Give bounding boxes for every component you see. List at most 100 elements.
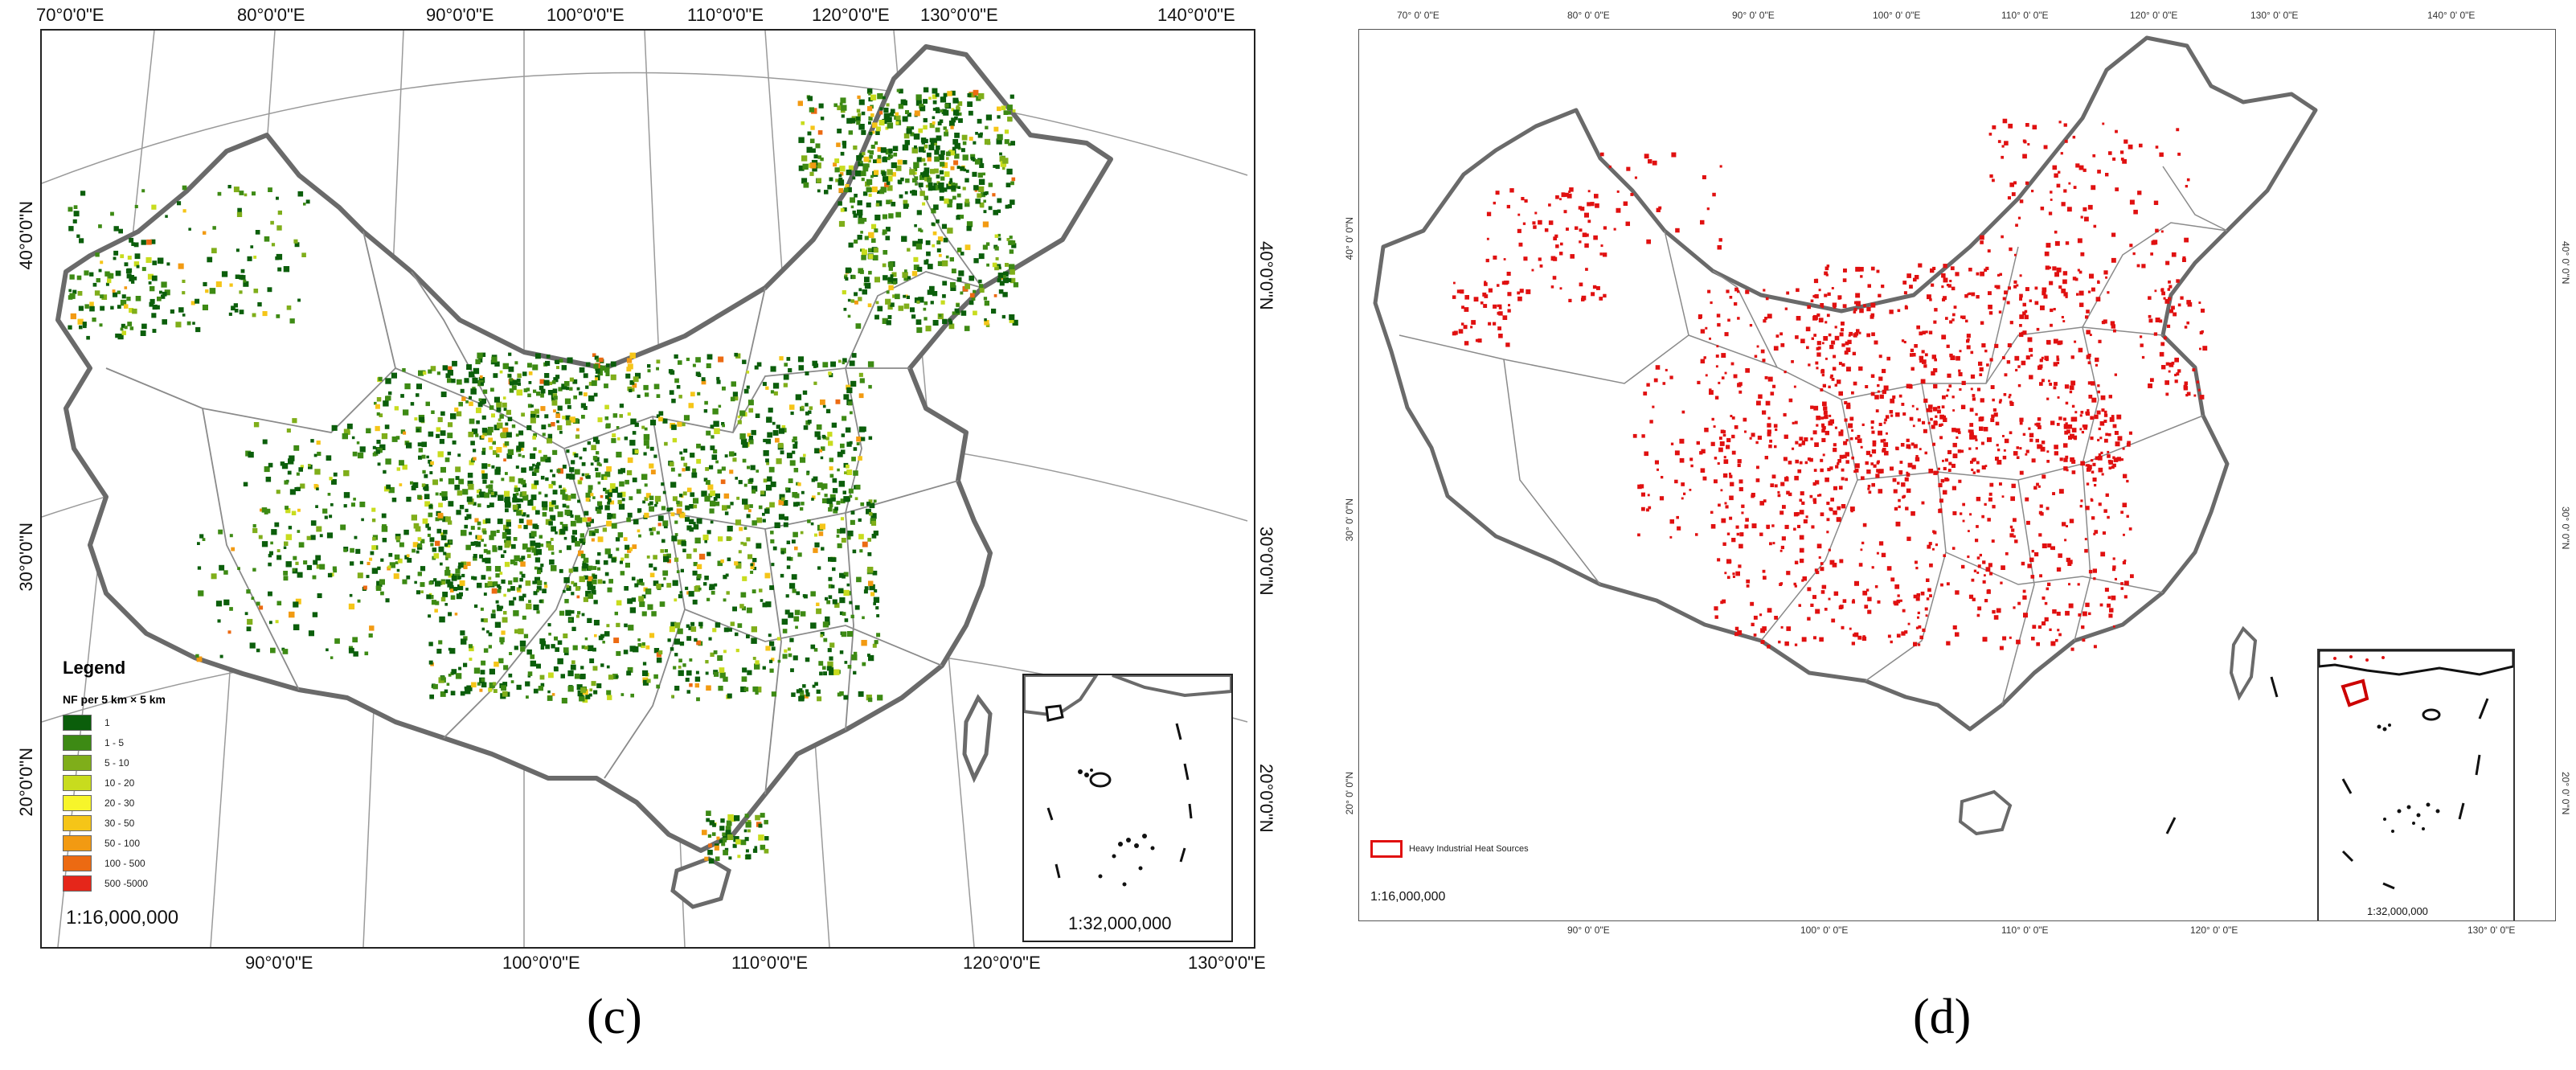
firepoint-marker (271, 529, 277, 535)
heat-source-marker (2031, 637, 2035, 641)
heat-source-marker (2099, 603, 2103, 607)
firepoint-marker (495, 573, 500, 578)
firepoint-marker (939, 170, 944, 174)
heat-source-marker (1649, 420, 1653, 424)
heat-source-marker (2063, 457, 2068, 462)
heat-source-marker (1824, 478, 1829, 482)
firepoint-marker (662, 570, 669, 576)
heat-source-marker (1814, 293, 1819, 299)
firepoint-marker (984, 318, 987, 322)
firepoint-marker (411, 486, 416, 490)
heat-source-marker (1595, 203, 1599, 208)
firepoint-marker (839, 166, 846, 172)
heat-source-marker (2165, 362, 2169, 366)
heat-source-marker (1726, 437, 1731, 443)
firepoint-marker (907, 276, 911, 280)
firepoint-marker (676, 508, 682, 515)
heat-source-marker (2053, 308, 2056, 311)
firepoint-marker (963, 168, 967, 172)
firepoint-marker (880, 147, 887, 154)
heat-source-marker (2039, 359, 2043, 363)
firepoint-marker (616, 650, 621, 656)
heat-source-marker (1871, 482, 1875, 487)
firepoint-marker (557, 658, 563, 665)
firepoint-marker (603, 487, 607, 492)
firepoint-marker (551, 397, 555, 402)
heat-source-marker (2087, 408, 2090, 412)
heat-source-marker (1653, 378, 1658, 383)
graticule-label: 100°0'0"E (547, 5, 625, 25)
heat-source-marker (2052, 492, 2055, 495)
heat-source-marker (1824, 271, 1828, 276)
firepoint-marker (805, 371, 809, 375)
firepoint-marker (702, 830, 707, 835)
heat-source-marker (1811, 337, 1814, 340)
heat-source-marker (1509, 188, 1514, 193)
heat-source-marker (2022, 302, 2026, 307)
firepoint-marker (141, 267, 146, 272)
firepoint-marker (215, 601, 223, 607)
firepoint-marker (818, 103, 824, 109)
firepoint-marker (374, 401, 377, 405)
firepoint-marker (605, 494, 609, 499)
heat-source-marker (1771, 524, 1775, 527)
firepoint-marker (960, 252, 964, 256)
heat-source-marker (1976, 387, 1981, 392)
firepoint-marker (842, 490, 846, 494)
heat-source-marker (2155, 318, 2160, 322)
firepoint-marker (762, 666, 766, 670)
firepoint-marker (332, 566, 337, 571)
heat-source-marker (1566, 228, 1569, 231)
heat-source-marker (1866, 306, 1871, 312)
heat-source-marker (1913, 444, 1918, 449)
heat-source-marker (1794, 643, 1798, 646)
firepoint-marker (465, 588, 469, 591)
heat-source-marker (1950, 266, 1955, 271)
graticule-label: 30°0'0"N (1256, 527, 1276, 596)
firepoint-marker (525, 681, 530, 687)
firepoint-marker (534, 480, 539, 486)
heat-source-marker (2002, 455, 2007, 460)
heat-source-marker (1828, 385, 1831, 388)
firepoint-marker (264, 466, 270, 473)
heat-source-marker (1674, 479, 1678, 484)
firepoint-marker (151, 275, 158, 281)
heat-source-marker (1822, 453, 1825, 457)
firepoint-marker (821, 487, 825, 490)
heat-source-marker (2063, 424, 2067, 428)
firepoint-marker (792, 439, 796, 443)
firepoint-marker (722, 837, 727, 842)
firepoint-marker (282, 649, 289, 654)
heat-source-marker (1843, 269, 1847, 273)
heat-source-marker (1765, 297, 1769, 301)
heat-source-marker (2043, 294, 2048, 299)
firepoint-marker (765, 601, 772, 608)
firepoint-marker (870, 174, 874, 178)
firepoint-marker (178, 307, 184, 313)
heat-source-marker (1943, 554, 1946, 557)
heat-source-marker (2002, 118, 2008, 124)
firepoint-marker (503, 611, 507, 615)
firepoint-marker (689, 519, 694, 524)
firepoint-marker (874, 141, 878, 145)
firepoint-marker (770, 482, 776, 487)
heat-source-marker (1517, 291, 1521, 295)
firepoint-marker (547, 695, 553, 701)
firepoint-marker (526, 695, 529, 699)
firepoint-marker (507, 588, 511, 592)
firepoint-marker (682, 468, 686, 472)
firepoint-marker (436, 433, 440, 438)
firepoint-marker (604, 458, 608, 463)
firepoint-marker (326, 648, 329, 652)
firepoint-marker (1003, 275, 1006, 278)
firepoint-marker (496, 530, 500, 533)
firepoint-marker (915, 182, 918, 186)
heat-source-marker (1484, 282, 1488, 286)
firepoint-marker (699, 625, 703, 629)
heat-source-marker (1737, 630, 1743, 635)
heat-source-marker (1984, 269, 1988, 272)
firepoint-marker (424, 486, 429, 491)
heat-source-marker (1870, 420, 1874, 424)
firepoint-marker (529, 466, 534, 471)
firepoint-marker (690, 453, 695, 458)
